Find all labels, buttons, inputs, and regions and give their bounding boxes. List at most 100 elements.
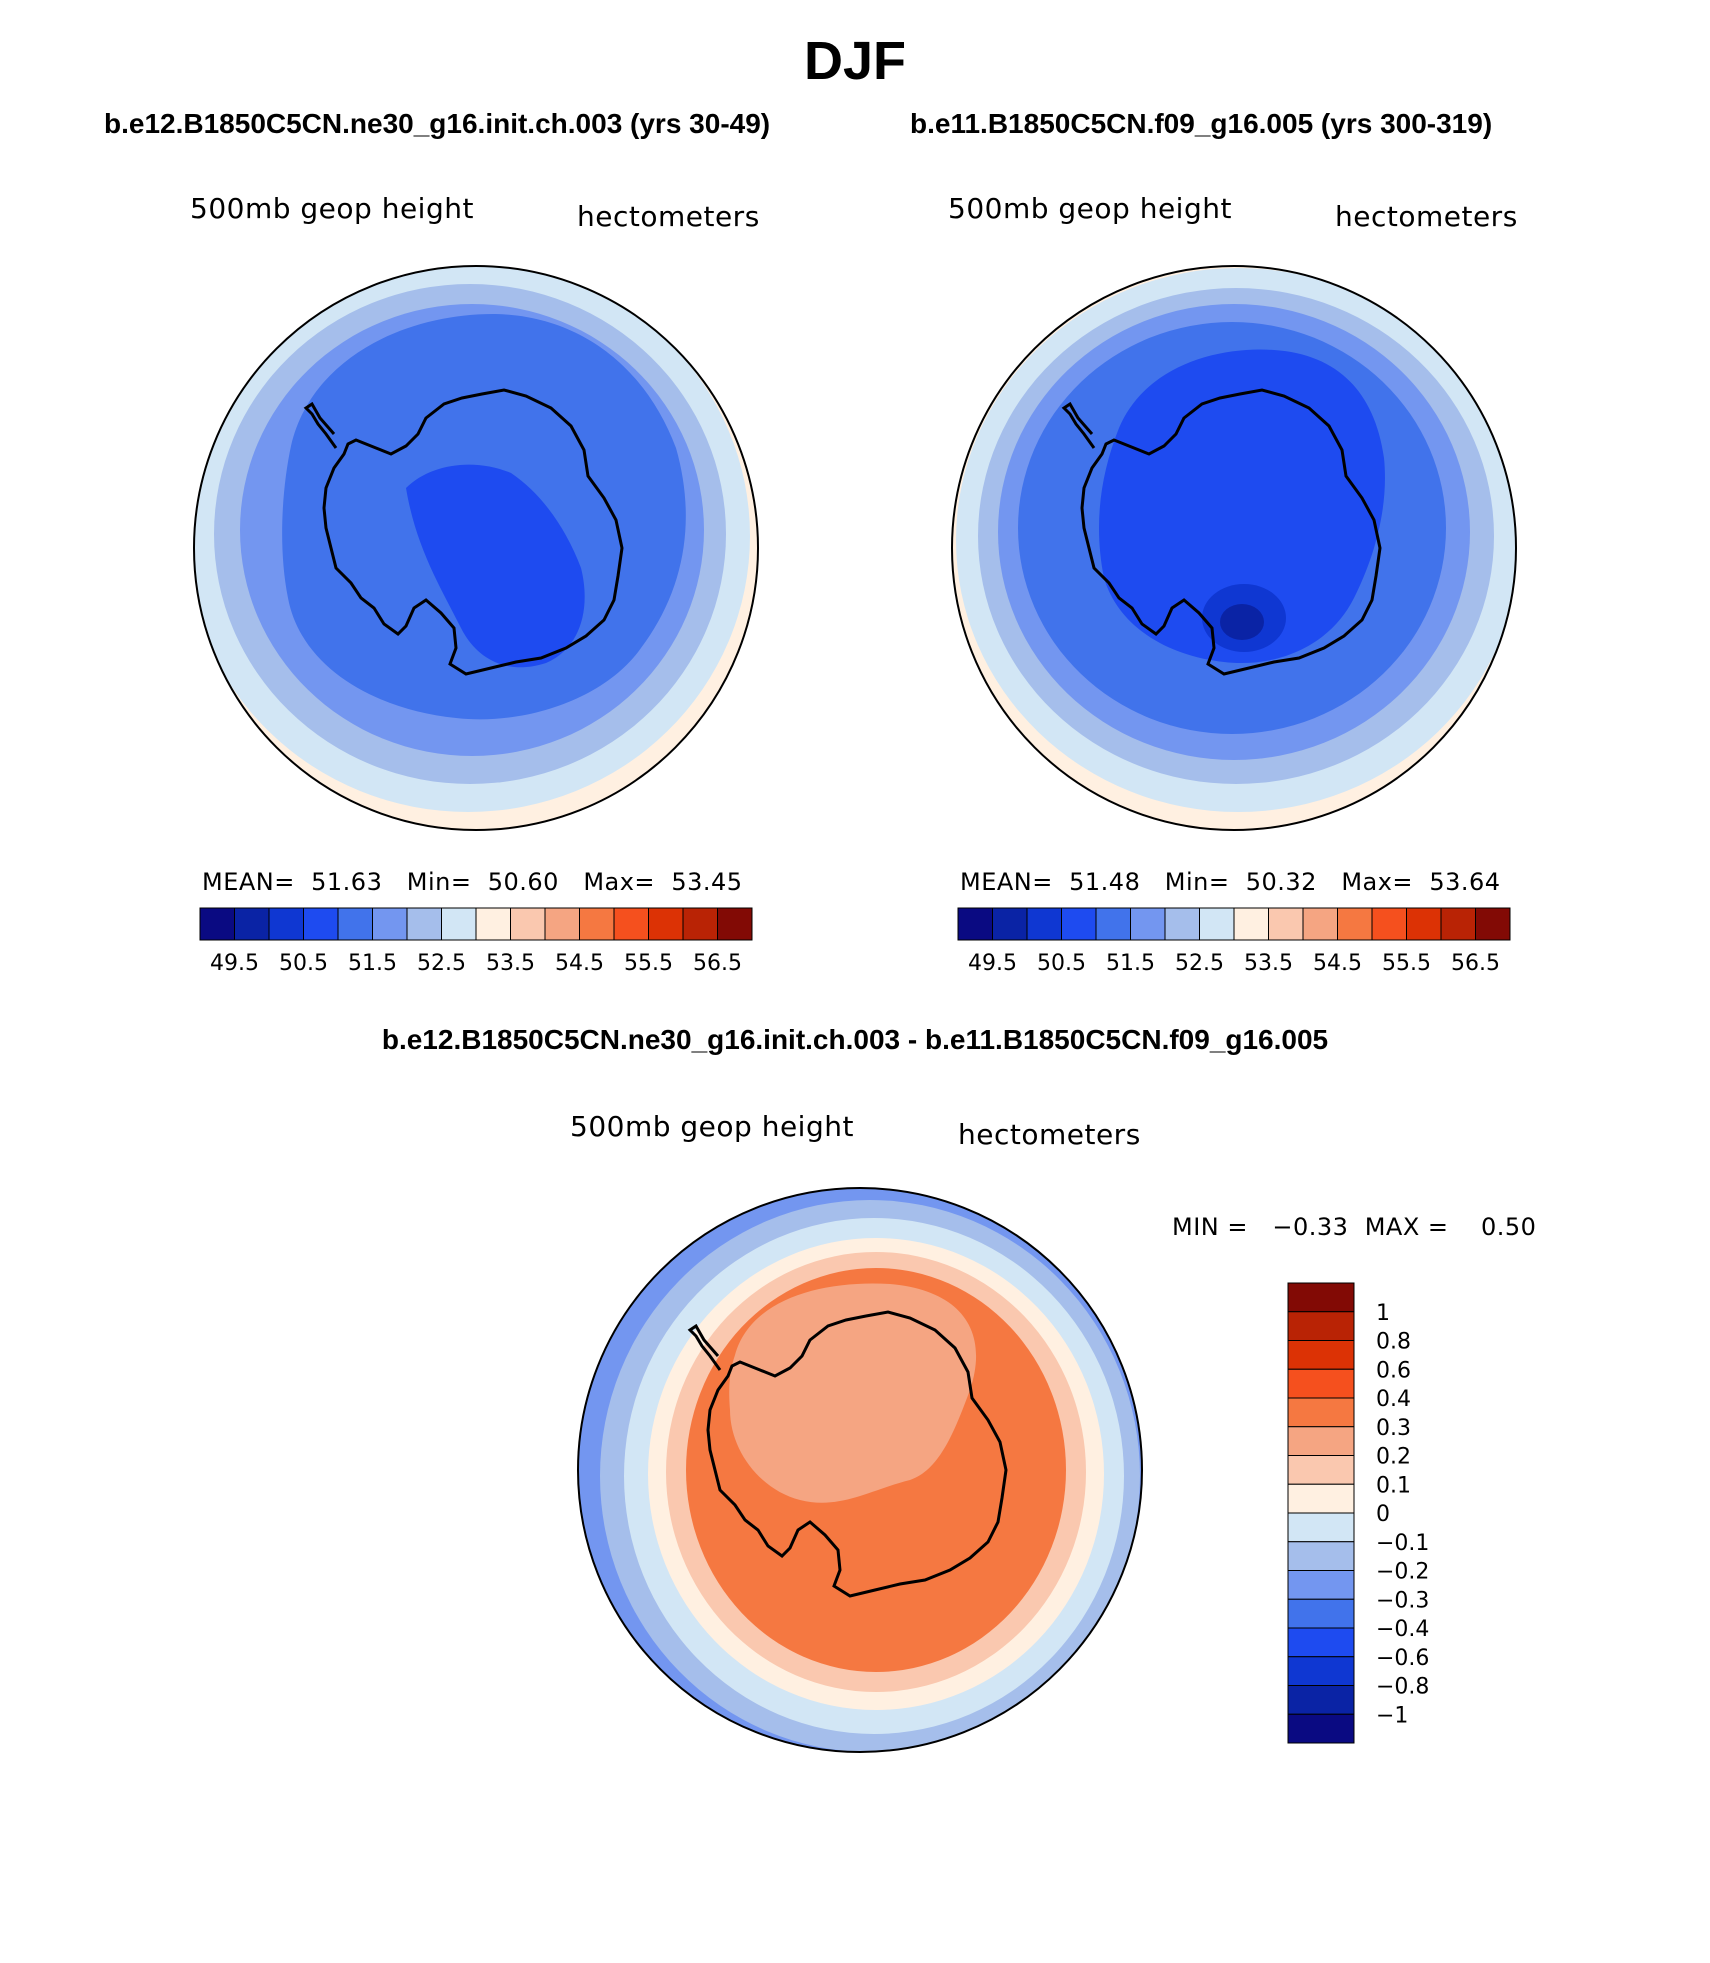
right-polar-map <box>951 265 1517 831</box>
right-colorbar-tick-label: 55.5 <box>1382 951 1431 976</box>
diff-colorbar-swatch <box>1287 1656 1355 1686</box>
diff-max-label: MAX = <box>1364 1213 1449 1241</box>
right-stats: MEAN= 51.48 Min= 50.32 Max= 53.64 <box>960 868 1501 896</box>
contour-band-50 <box>406 464 585 668</box>
left-max-label: Max= <box>583 868 656 896</box>
antarctic-peninsula <box>303 401 338 449</box>
right-colorbar-swatch <box>1095 907 1131 941</box>
left-colorbar-swatch <box>544 907 580 941</box>
right-colorbar-svg: 49.5 50.5 51.5 52.5 53.5 54.5 55.5 56.5 <box>957 907 1511 976</box>
diff-colorbar-tick-label: 0.2 <box>1376 1445 1411 1470</box>
left-colorbar-tick-label: 49.5 <box>210 951 259 976</box>
right-colorbar-swatch <box>1233 907 1269 941</box>
left-colorbar-swatch <box>268 907 304 941</box>
diff-colorbar-tick-label: −0.6 <box>1376 1646 1429 1671</box>
right-colorbar-swatch <box>1475 907 1511 941</box>
right-colorbar-swatch <box>1026 907 1062 941</box>
right-units-label: hectometers <box>1335 200 1518 233</box>
contour-band-50 <box>1099 349 1385 664</box>
diff-stats: MIN = −0.33 MAX = 0.50 <box>1172 1213 1536 1241</box>
diff-variable-label: 500mb geop height <box>570 1110 854 1143</box>
left-panel-title: b.e12.B1850C5CN.ne30_g16.init.ch.003 (yr… <box>104 108 771 139</box>
right-max-label: Max= <box>1341 868 1414 896</box>
left-colorbar-swatch <box>406 907 442 941</box>
right-min-label: Min= <box>1164 868 1230 896</box>
diff-colorbar-swatch <box>1287 1368 1355 1399</box>
right-colorbar-swatch <box>1061 907 1097 941</box>
diff-colorbar-tick-label: 0.4 <box>1376 1387 1411 1412</box>
left-variable-label: 500mb geop height <box>190 192 474 225</box>
contour-band-02 <box>729 1283 977 1503</box>
right-panel-title: b.e11.B1850C5CN.f09_g16.005 (yrs 300-319… <box>910 108 1493 139</box>
right-colorbar-tick-label: 56.5 <box>1451 951 1500 976</box>
diff-colorbar-swatch <box>1287 1570 1355 1600</box>
right-max-value: 53.64 <box>1429 868 1501 896</box>
right-colorbar-tick-label: 50.5 <box>1037 951 1086 976</box>
diff-units-label: hectometers <box>958 1118 1141 1151</box>
diff-colorbar-swatch <box>1287 1627 1355 1658</box>
right-colorbar-swatch <box>1337 907 1373 941</box>
diff-colorbar-swatch <box>1287 1713 1355 1744</box>
left-colorbar-swatch <box>337 907 373 941</box>
left-colorbar-tick-label: 50.5 <box>279 951 328 976</box>
left-min-label: Min= <box>406 868 472 896</box>
left-mean-label: MEAN= <box>202 868 295 896</box>
right-mean-label: MEAN= <box>960 868 1053 896</box>
right-colorbar-swatch <box>1440 907 1476 941</box>
antarctica-coastline <box>706 1310 1008 1598</box>
right-colorbar-swatch <box>957 907 993 941</box>
left-colorbar-tick-label: 52.5 <box>417 951 466 976</box>
left-min-value: 50.60 <box>487 868 559 896</box>
left-colorbar-swatch <box>648 907 684 941</box>
left-stats: MEAN= 51.63 Min= 50.60 Max= 53.45 <box>202 868 743 896</box>
diff-colorbar-tick-label: −0.4 <box>1376 1617 1429 1642</box>
diff-colorbar-swatch <box>1287 1512 1355 1543</box>
left-units-label: hectometers <box>577 200 760 233</box>
diff-colorbar-tick-label: 0.3 <box>1376 1416 1411 1441</box>
diff-colorbar-tick-label: 0.1 <box>1376 1473 1411 1498</box>
left-colorbar-swatch <box>613 907 649 941</box>
right-colorbar-swatch <box>1199 907 1235 941</box>
diff-colorbar-swatch <box>1287 1483 1355 1514</box>
diff-colorbar-tick-label: 0.6 <box>1376 1358 1411 1383</box>
diff-min-label: MIN = <box>1172 1213 1248 1241</box>
left-colorbar-tick-label: 56.5 <box>693 951 742 976</box>
left-polar-map <box>193 265 759 831</box>
diff-colorbar-tick-label: 1 <box>1376 1301 1390 1326</box>
right-colorbar-swatch <box>1406 907 1442 941</box>
diff-polar-map <box>577 1187 1143 1753</box>
antarctica-coastline <box>1080 388 1382 676</box>
right-mean-value: 51.48 <box>1069 868 1141 896</box>
left-colorbar-swatch <box>579 907 615 941</box>
diff-colorbar-tick-label: −1 <box>1376 1703 1408 1728</box>
diff-panel-title: b.e12.B1850C5CN.ne30_g16.init.ch.003 - b… <box>381 1024 1329 1055</box>
left-colorbar-swatch <box>441 907 477 941</box>
left-colorbar-swatch <box>717 907 753 941</box>
left-colorbar: 49.5 50.5 51.5 52.5 53.5 54.5 55.5 56.5 <box>199 907 753 976</box>
antarctic-peninsula <box>687 1323 722 1371</box>
map-border <box>951 265 1517 831</box>
right-variable-label: 500mb geop height <box>948 192 1232 225</box>
right-colorbar-swatch <box>1130 907 1166 941</box>
right-colorbar-swatch <box>1302 907 1338 941</box>
right-colorbar-tick-label: 53.5 <box>1244 951 1293 976</box>
diff-colorbar-tick-label: −0.8 <box>1376 1675 1429 1700</box>
diff-colorbar: 1 0.8 0.6 0.4 0.3 0.2 0.1 0 −0.1 −0.2 −0.3 −0.4 −0.6… <box>1287 1282 1429 1744</box>
map-border <box>577 1187 1143 1753</box>
left-colorbar-swatch <box>303 907 339 941</box>
left-colorbar-tick-label: 53.5 <box>486 951 535 976</box>
diff-colorbar-tick-label: −0.1 <box>1376 1531 1429 1556</box>
left-colorbar-tick-label: 51.5 <box>348 951 397 976</box>
diff-colorbar-tick-label: −0.3 <box>1376 1588 1429 1613</box>
left-mean-value: 51.63 <box>311 868 383 896</box>
right-colorbar-tick-label: 52.5 <box>1175 951 1224 976</box>
diff-colorbar-swatch <box>1287 1397 1355 1428</box>
right-colorbar-tick-label: 54.5 <box>1313 951 1362 976</box>
diff-colorbar-svg: 1 0.8 0.6 0.4 0.3 0.2 0.1 0 −0.1 −0.2 −0.3 −0.4 −0.6… <box>1287 1282 1429 1744</box>
diff-colorbar-swatch <box>1287 1598 1355 1629</box>
diff-colorbar-tick-label: −0.2 <box>1376 1560 1429 1585</box>
left-colorbar-swatch <box>475 907 511 941</box>
diff-colorbar-swatch <box>1287 1685 1355 1715</box>
diff-colorbar-swatch <box>1287 1282 1355 1313</box>
diff-colorbar-tick-label: 0 <box>1376 1502 1390 1527</box>
